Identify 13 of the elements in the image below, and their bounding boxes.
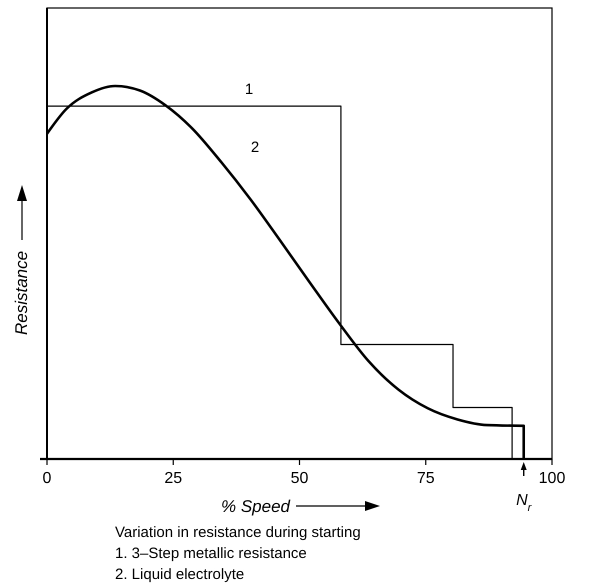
text: 1. 3–Step metallic resistance	[115, 545, 307, 562]
text: 2. Liquid electrolyte	[115, 566, 244, 583]
y-axis-title: Resistance	[12, 250, 31, 335]
x-axis-title: % Speed	[221, 497, 291, 516]
annotation: N$_{r}$	[516, 492, 533, 514]
series-label: 2	[250, 139, 260, 156]
text: Variation in resistance during starting	[115, 524, 361, 541]
x-tick-label: 50	[290, 470, 308, 487]
x-tick-label: 100	[538, 470, 566, 487]
series-label: 1	[244, 81, 254, 98]
x-tick-label: 25	[164, 470, 182, 487]
x-tick-label: 75	[416, 470, 435, 487]
x-tick-label: 0	[42, 470, 52, 487]
